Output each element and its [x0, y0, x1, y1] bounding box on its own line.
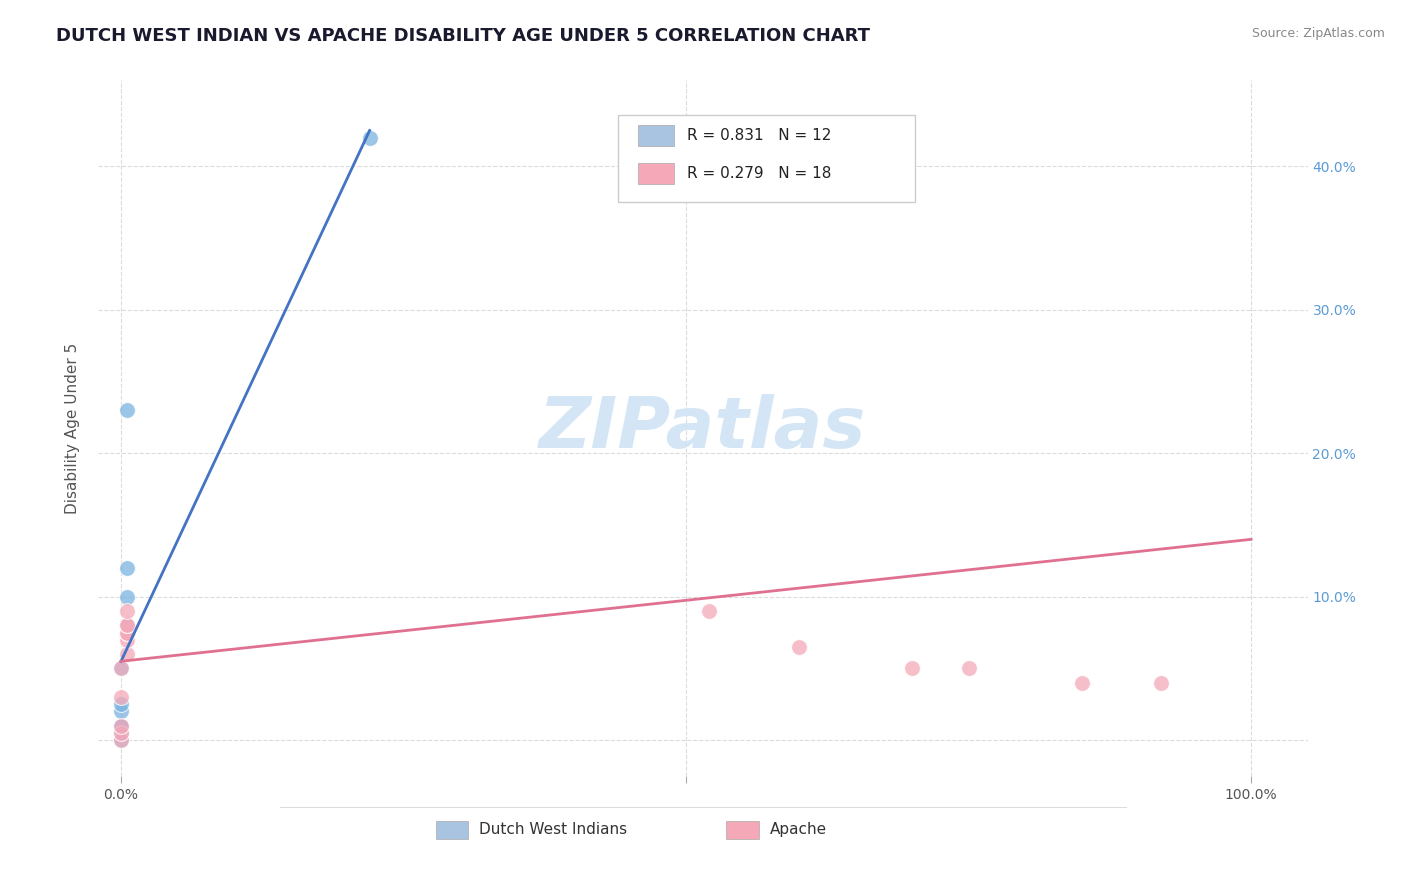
Point — [115, 604, 138, 618]
Text: ZIPatlas: ZIPatlas — [540, 393, 866, 463]
Text: Apache: Apache — [769, 822, 827, 837]
Point — [359, 130, 381, 145]
FancyBboxPatch shape — [725, 821, 759, 839]
Point — [1070, 675, 1092, 690]
Point — [110, 698, 132, 712]
Point — [110, 726, 132, 740]
Point — [110, 733, 132, 747]
Point — [110, 705, 132, 719]
Point — [115, 618, 138, 632]
FancyBboxPatch shape — [638, 163, 673, 184]
Text: R = 0.279   N = 18: R = 0.279 N = 18 — [688, 166, 832, 181]
Text: Dutch West Indians: Dutch West Indians — [479, 822, 627, 837]
Point — [115, 618, 138, 632]
Point — [115, 625, 138, 640]
Point — [901, 661, 924, 675]
Point — [957, 661, 980, 675]
Point — [115, 647, 138, 661]
Point — [115, 632, 138, 647]
Point — [110, 661, 132, 675]
Point — [110, 661, 132, 675]
Point — [110, 726, 132, 740]
Point — [110, 719, 132, 733]
Point — [115, 590, 138, 604]
FancyBboxPatch shape — [436, 821, 468, 839]
Point — [115, 561, 138, 575]
Point — [115, 403, 138, 417]
Point — [115, 625, 138, 640]
Point — [115, 618, 138, 632]
Point — [697, 604, 720, 618]
FancyBboxPatch shape — [638, 125, 673, 145]
Point — [110, 733, 132, 747]
Text: R = 0.831   N = 12: R = 0.831 N = 12 — [688, 128, 832, 143]
Point — [110, 719, 132, 733]
Y-axis label: Disability Age Under 5: Disability Age Under 5 — [65, 343, 80, 514]
FancyBboxPatch shape — [619, 115, 915, 202]
Text: Source: ZipAtlas.com: Source: ZipAtlas.com — [1251, 27, 1385, 40]
Point — [110, 719, 132, 733]
Point — [110, 690, 132, 705]
Text: DUTCH WEST INDIAN VS APACHE DISABILITY AGE UNDER 5 CORRELATION CHART: DUTCH WEST INDIAN VS APACHE DISABILITY A… — [56, 27, 870, 45]
Point — [787, 640, 810, 654]
Point — [1150, 675, 1173, 690]
